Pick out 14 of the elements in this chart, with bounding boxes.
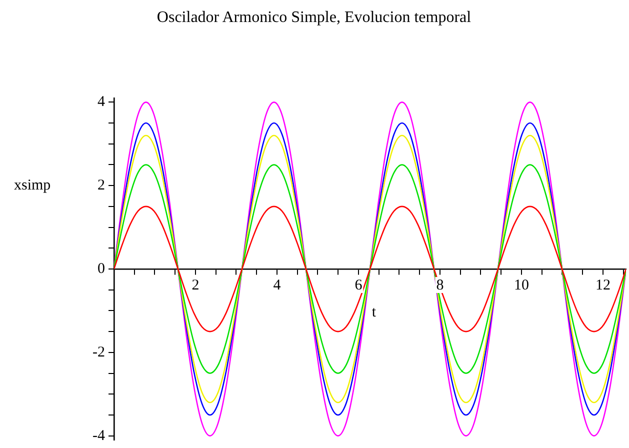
y-tick-label: 2: [98, 178, 105, 194]
x-tick-label: 10: [514, 277, 529, 294]
y-axis-title: xsimp: [14, 177, 51, 194]
x-tick-label: 12: [595, 277, 610, 294]
x-tick-label: 4: [273, 277, 282, 294]
x-tick-label: 2: [192, 277, 200, 294]
chart-title: Oscilador Armonico Simple, Evolucion temporal: [156, 9, 472, 26]
y-tick-label: 4: [98, 94, 106, 110]
y-tick-label: -4: [92, 428, 106, 444]
x-axis-title: t: [372, 304, 377, 320]
y-tick-label: 0: [98, 260, 105, 277]
y-tick-label: -2: [92, 344, 105, 360]
x-tick-label: 6: [354, 277, 363, 294]
x-tick-label: 8: [436, 277, 444, 294]
